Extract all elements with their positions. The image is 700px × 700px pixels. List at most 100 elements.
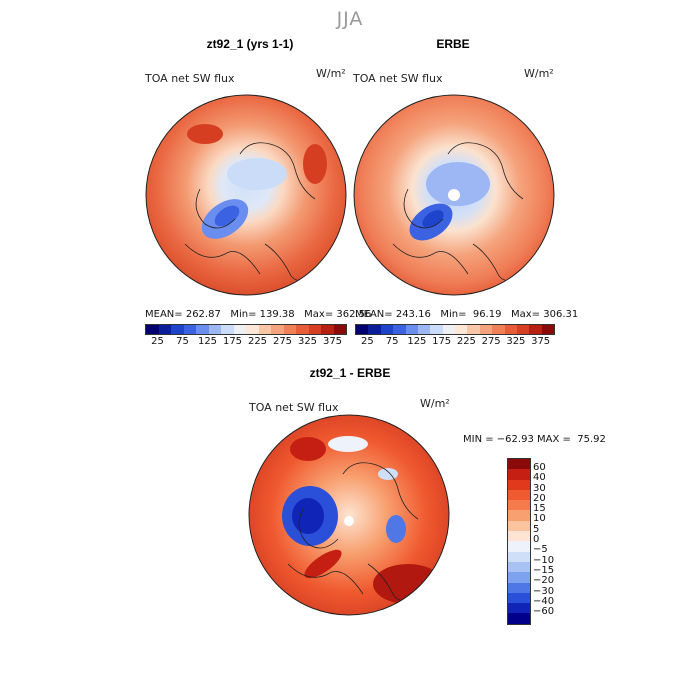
diff-colorbar-swatch	[508, 541, 530, 552]
colorbar-swatch	[430, 325, 443, 334]
colorbar-model	[145, 324, 347, 335]
diff-colorbar-label: −30	[533, 585, 555, 597]
colorbar-swatch	[467, 325, 480, 334]
colorbar-swatch	[333, 325, 346, 334]
colorbar-tick-label: 125	[407, 336, 427, 347]
polar-map-obs	[353, 94, 555, 296]
colorbar-tick-label: 325	[297, 336, 318, 347]
diff-colorbar-swatch	[508, 561, 530, 573]
colorbar-swatch	[442, 325, 455, 334]
diff-colorbar-label: 40	[533, 472, 546, 484]
diff-colorbar-swatch	[508, 613, 530, 624]
colorbar-swatch	[380, 325, 394, 334]
diff-colorbar-label: 10	[533, 513, 546, 525]
panel-units-obs: W/m²	[524, 67, 554, 80]
colorbar-swatch	[492, 325, 505, 334]
colorbar-swatch	[504, 325, 517, 334]
colorbar-swatch	[529, 325, 542, 334]
colorbar-tick-label: 75	[176, 336, 189, 347]
colorbar-swatch	[233, 325, 246, 334]
colorbar-swatch	[246, 325, 259, 334]
colorbar-tick-label: 75	[385, 336, 399, 347]
colorbar-swatch	[183, 325, 196, 334]
diff-colorbar-swatch	[508, 551, 530, 562]
diff-colorbar-swatch	[508, 592, 530, 604]
colorbar-swatch	[417, 325, 431, 334]
panel-units-model: W/m²	[316, 67, 346, 80]
colorbar-tick-label: 225	[456, 336, 476, 347]
colorbar-swatch	[146, 325, 159, 334]
diff-colorbar-label: 20	[533, 492, 546, 504]
colorbar-swatch	[405, 325, 418, 334]
colorbar-swatch	[356, 325, 369, 334]
season-title: JJA	[336, 8, 364, 30]
diff-colorbar	[507, 458, 531, 625]
colorbar-swatch	[208, 325, 221, 334]
diff-colorbar-swatch	[508, 531, 530, 542]
colorbar-swatch	[321, 325, 334, 334]
diff-colorbar-swatch	[508, 479, 530, 490]
colorbar-ticks-model: 25 75 125 175 225 275 325 375	[145, 336, 345, 347]
colorbar-tick-label: 375	[322, 336, 343, 347]
colorbar-swatch	[516, 325, 530, 334]
diff-colorbar-swatch	[508, 510, 530, 521]
colorbar-tick-label: 125	[197, 336, 218, 347]
diff-colorbar-label: 30	[533, 482, 546, 494]
diff-colorbar-labels: 60 40 30 20 15 10 5 0 −5 −10 −15 −20 −30 −40 −60	[533, 462, 555, 618]
colorbar-swatch	[196, 325, 209, 334]
panel-title-obs: ERBE	[436, 37, 470, 51]
diff-colorbar-label: −15	[533, 564, 555, 576]
diff-stats: MIN = −62.93 MAX = 75.92	[463, 434, 606, 445]
diff-colorbar-swatch	[508, 520, 530, 532]
colorbar-swatch	[221, 325, 234, 334]
colorbar-swatch	[393, 325, 406, 334]
diff-colorbar-label: 5	[533, 523, 540, 535]
diff-colorbar-swatch	[508, 572, 530, 583]
diff-colorbar-label: −20	[533, 575, 555, 587]
diff-colorbar-label: 15	[533, 503, 546, 515]
polar-map-model	[145, 94, 347, 296]
polar-map-diff	[248, 414, 450, 616]
diff-panel-title: zt92_1 - ERBE	[309, 366, 391, 380]
diff-colorbar-label: 0	[533, 534, 540, 546]
diff-colorbar-label: −40	[533, 595, 555, 607]
panel-field-label-model: TOA net SW flux	[145, 72, 235, 85]
colorbar-swatch	[541, 325, 554, 334]
colorbar-swatch	[368, 325, 381, 334]
colorbar-tick-label: 175	[432, 336, 452, 347]
colorbar-tick-label: 25	[361, 336, 374, 347]
colorbar-ticks-obs: 25 75 125 175 225 275 325 375	[355, 336, 553, 347]
diff-field-label: TOA net SW flux	[249, 401, 339, 414]
diff-colorbar-swatch	[508, 469, 530, 480]
diff-colorbar-swatch	[508, 500, 530, 511]
panel-stats-obs: MEAN= 243.16 Min= 96.19 Max= 306.31	[355, 309, 579, 320]
colorbar-swatch	[258, 325, 271, 334]
diff-colorbar-swatch	[508, 582, 530, 593]
colorbar-swatch	[158, 325, 171, 334]
diff-colorbar-label: −10	[533, 554, 555, 566]
panel-title-model: zt92_1 (yrs 1-1)	[206, 37, 294, 51]
colorbar-swatch	[455, 325, 468, 334]
colorbar-swatch	[283, 325, 296, 334]
diff-colorbar-swatch	[508, 603, 530, 614]
diff-colorbar-label: −60	[533, 606, 555, 618]
colorbar-swatch	[308, 325, 321, 334]
panel-field-label-obs: TOA net SW flux	[353, 72, 443, 85]
colorbar-tick-label: 275	[481, 336, 501, 347]
panel-stats-model: MEAN= 262.87 Min= 139.38 Max= 362.56	[145, 309, 372, 320]
diff-colorbar-label: 60	[533, 462, 546, 473]
diff-colorbar-label: −5	[533, 544, 548, 556]
colorbar-tick-label: 175	[222, 336, 243, 347]
colorbar-swatch	[271, 325, 284, 334]
colorbar-swatch	[296, 325, 309, 334]
colorbar-tick-label: 25	[151, 336, 164, 347]
diff-units: W/m²	[420, 397, 450, 410]
diff-colorbar-swatch	[508, 459, 530, 470]
colorbar-tick-label: 275	[272, 336, 293, 347]
colorbar-obs	[355, 324, 555, 335]
colorbar-swatch	[171, 325, 184, 334]
colorbar-tick-label: 325	[506, 336, 526, 347]
colorbar-swatch	[479, 325, 493, 334]
colorbar-tick-label: 225	[247, 336, 268, 347]
colorbar-tick-label: 375	[531, 336, 551, 347]
